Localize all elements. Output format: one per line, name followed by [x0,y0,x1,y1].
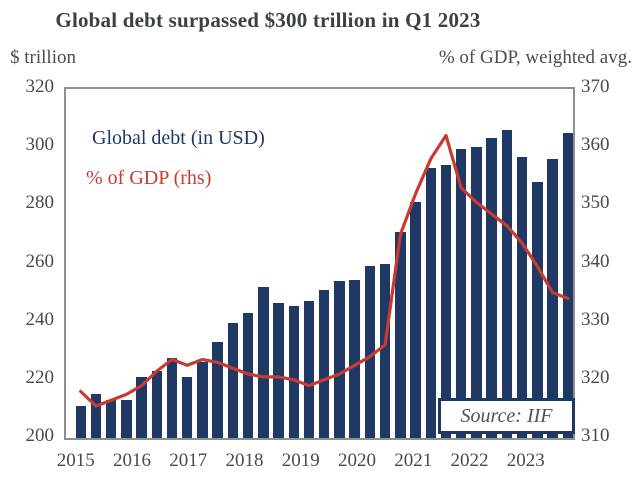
chart-title: Global debt surpassed $300 trillion in Q… [55,8,481,32]
source-box: Source: IIF [438,398,575,434]
x-axis-tick: 2016 [113,450,152,471]
debt-bar [90,394,102,438]
x-axis-tick: 2021 [394,450,433,471]
debt-bar [212,342,223,438]
x-axis-tick: 2020 [338,450,377,471]
debt-bar [547,158,558,438]
debt-bar [105,400,117,438]
debt-bar [364,266,376,438]
debt-bar [334,280,345,438]
right-axis-tick: 330 [581,308,610,330]
right-axis-tick: 360 [581,134,610,156]
debt-bar [227,323,239,438]
debt-bar [516,157,528,438]
debt-bar [471,147,482,438]
debt-bar [486,138,497,438]
x-axis-tick: 2015 [56,450,95,471]
right-axis-tick: 340 [581,250,610,272]
debt-bar [562,132,573,438]
right-axis-tick: 310 [581,425,610,446]
x-axis-tick: 2017 [169,450,208,471]
source-label: Source: IIF [460,404,553,427]
debt-bar [379,263,391,438]
left-axis-tick: 260 [25,250,55,272]
x-axis-tick: 2019 [281,450,320,471]
debt-bar [410,202,421,438]
debt-bar [288,305,299,438]
left-axis-tick: 240 [25,308,55,330]
debt-bar [425,167,436,438]
left-axis-tick: 280 [25,192,55,214]
left-axis-unit-label: $ trillion [10,47,76,68]
legend-debt-label: Global debt (in USD) [92,127,265,149]
x-axis-tick: 2023 [506,450,545,471]
debt-bar [395,231,406,438]
debt-bar [532,182,543,438]
gdp-line-series [79,133,570,408]
debt-bar [303,301,315,438]
left-axis-tick: 320 [25,76,55,97]
debt-bar [258,286,269,438]
debt-bar [197,362,208,438]
right-axis-tick: 370 [581,76,610,97]
debt-bar [151,371,162,438]
debt-bar [75,406,86,438]
left-axis-tick: 220 [25,366,55,388]
right-axis-unit-label: % of GDP, weighted avg. [438,47,632,68]
debt-bar [319,289,330,438]
x-axis-tick: 2018 [225,450,264,471]
right-axis-tick: 320 [581,366,610,388]
debt-bar [501,129,513,438]
debt-bar [349,279,360,438]
debt-bar [456,148,467,438]
x-axis-tick: 2022 [450,450,489,471]
debt-bar [440,164,452,438]
right-axis-tick: 350 [581,192,610,214]
debt-bar [273,302,284,438]
left-axis-tick: 300 [25,134,55,156]
debt-bar [121,400,132,438]
debt-bar [166,358,178,438]
left-axis-tick: 200 [25,425,55,446]
legend-gdp-label: % of GDP (rhs) [86,167,212,189]
gdp-line [79,133,570,408]
plot-area: Global debt (in USD) % of GDP (rhs) Sour… [64,87,575,440]
debt-bar [136,376,147,438]
debt-bar [182,376,193,438]
